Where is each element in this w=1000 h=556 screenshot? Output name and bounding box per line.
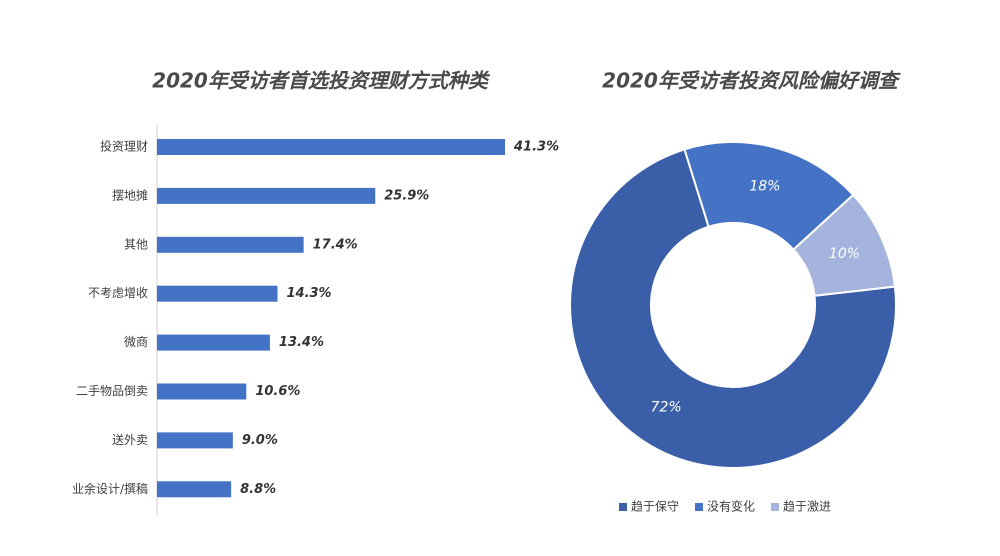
slice-label: 18%: [749, 179, 780, 195]
bar: [157, 236, 304, 253]
bar: [157, 139, 505, 155]
value-label: 8.8%: [240, 482, 276, 497]
bar: [157, 432, 233, 449]
legend-swatch: [619, 503, 627, 511]
legend-label: 趋于激进: [783, 500, 831, 514]
slice-label: 72%: [651, 400, 682, 416]
category-label: 投资理财: [100, 139, 148, 154]
slice-label: 10%: [829, 246, 860, 262]
bar: [157, 481, 232, 498]
category-label: 不考虑增收: [88, 286, 148, 300]
chart-title: 2020年受访者投资风险偏好调查: [602, 69, 901, 93]
value-label: 13.4%: [279, 335, 324, 350]
chart-title: 2020年受访者首选投资理财方式种类: [152, 69, 491, 93]
bar: [157, 334, 270, 351]
donut-slice: [569, 148, 897, 469]
category-label: 二手物品倒卖: [76, 384, 148, 398]
legend-swatch: [771, 503, 779, 511]
legend-swatch: [695, 503, 703, 511]
category-label: 摆地摊: [112, 188, 148, 202]
value-label: 14.3%: [286, 286, 331, 301]
category-label: 送外卖: [112, 432, 148, 447]
bar: [157, 285, 278, 302]
donut-slice: [792, 193, 897, 297]
legend-label: 没有变化: [707, 499, 755, 514]
value-label: 10.6%: [255, 384, 300, 399]
bar: [157, 383, 247, 400]
donut-slice: [683, 141, 855, 252]
value-label: 41.3%: [513, 140, 559, 155]
legend-label: 趋于保守: [631, 500, 679, 514]
category-label: 业余设计/撰稿: [72, 481, 148, 496]
value-label: 25.9%: [384, 188, 429, 203]
value-label: 17.4%: [313, 237, 358, 252]
category-label: 其他: [124, 237, 148, 251]
bar: [157, 187, 376, 204]
category-label: 微商: [124, 334, 148, 349]
value-label: 9.0%: [242, 433, 278, 448]
